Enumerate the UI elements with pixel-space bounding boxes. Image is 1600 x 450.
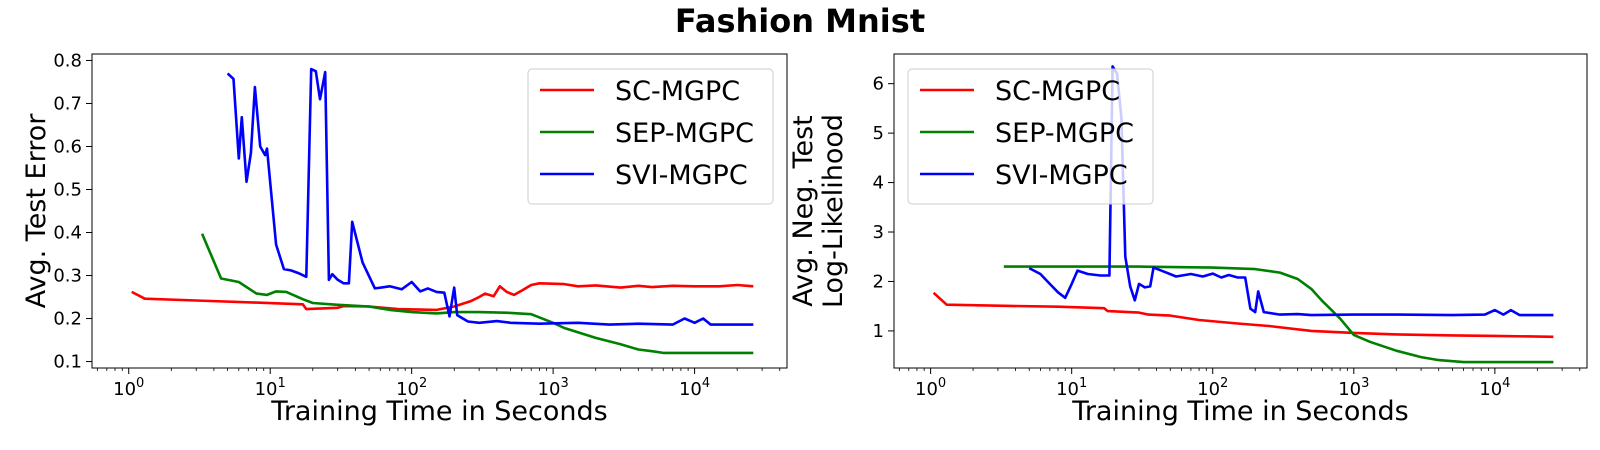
x-tick-label: 104 bbox=[1479, 376, 1510, 400]
x-tick-base: 10 bbox=[1338, 379, 1361, 400]
x-tick-exponent: 2 bbox=[419, 376, 427, 391]
legend: SC-MGPC SEP-MGPC SVI-MGPC bbox=[527, 68, 774, 205]
x-tick-exponent: 3 bbox=[1361, 376, 1369, 391]
legend: SC-MGPC SEP-MGPC SVI-MGPC bbox=[907, 68, 1154, 205]
x-tick-label: 102 bbox=[1197, 376, 1228, 400]
y-tick-label: 0.1 bbox=[53, 352, 82, 373]
series-line-sc-mgpc bbox=[131, 281, 754, 312]
x-tick-label: 101 bbox=[1056, 376, 1087, 400]
x-tick-label: 100 bbox=[113, 376, 144, 400]
x-tick-label: 103 bbox=[538, 376, 569, 400]
x-tick-base: 10 bbox=[255, 379, 278, 400]
x-tick-label: 102 bbox=[396, 376, 427, 400]
plot-frame bbox=[91, 53, 788, 369]
x-axis-label: Training Time in Seconds bbox=[270, 396, 607, 427]
y-tick-label: 0.6 bbox=[53, 136, 82, 157]
x-tick-label: 103 bbox=[1338, 376, 1369, 400]
y-tick-label: 4 bbox=[873, 173, 884, 194]
legend-label: SC-MGPC bbox=[615, 76, 740, 107]
x-tick-base: 10 bbox=[396, 379, 419, 400]
y-tick-label: 0.2 bbox=[53, 309, 82, 330]
x-tick-exponent: 1 bbox=[1079, 376, 1087, 391]
y-tick-label: 1 bbox=[873, 321, 884, 342]
series-line-sep-mgpc bbox=[200, 233, 754, 355]
x-tick-label: 100 bbox=[915, 376, 946, 400]
x-tick-base: 10 bbox=[538, 379, 561, 400]
series-line-svi-mgpc bbox=[1028, 65, 1554, 317]
series-line-svi-mgpc bbox=[226, 67, 754, 326]
legend-label: SEP-MGPC bbox=[615, 118, 754, 149]
x-tick-label: 101 bbox=[255, 376, 286, 400]
x-tick-base: 10 bbox=[113, 379, 136, 400]
legend-label: SEP-MGPC bbox=[995, 118, 1134, 149]
x-tick-label: 104 bbox=[679, 376, 710, 400]
x-tick-exponent: 1 bbox=[278, 376, 286, 391]
y-tick-label: 0.8 bbox=[53, 50, 82, 71]
y-tick-label: 5 bbox=[873, 123, 884, 144]
y-tick-label: 0.4 bbox=[53, 223, 82, 244]
legend-box bbox=[527, 68, 774, 205]
series-group bbox=[131, 67, 754, 355]
legend-label: SC-MGPC bbox=[995, 76, 1120, 107]
y-axis-label: Avg. Test Error bbox=[21, 113, 52, 309]
plot-frame bbox=[893, 53, 1588, 369]
y-tick-label: 3 bbox=[873, 222, 884, 243]
x-tick-exponent: 3 bbox=[560, 376, 568, 391]
x-tick-exponent: 0 bbox=[938, 376, 946, 391]
x-tick-base: 10 bbox=[915, 379, 938, 400]
x-tick-exponent: 0 bbox=[136, 376, 144, 391]
legend-label: SVI-MGPC bbox=[615, 160, 748, 191]
y-tick-label: 2 bbox=[873, 271, 884, 292]
y-tick-label: 0.7 bbox=[53, 93, 82, 114]
series-line-sep-mgpc bbox=[1003, 265, 1554, 364]
series-line-sc-mgpc bbox=[932, 291, 1554, 339]
x-tick-exponent: 2 bbox=[1220, 376, 1228, 391]
legend-box bbox=[907, 68, 1154, 205]
x-tick-base: 10 bbox=[679, 379, 702, 400]
x-tick-base: 10 bbox=[1056, 379, 1079, 400]
x-tick-exponent: 4 bbox=[1502, 376, 1510, 391]
x-tick-base: 10 bbox=[1197, 379, 1220, 400]
figure-title: Fashion Mnist bbox=[674, 2, 926, 40]
y-axis-label: Avg. Neg. TestLog-Likelihood bbox=[788, 114, 849, 308]
y-tick-label: 0.5 bbox=[53, 179, 82, 200]
x-tick-base: 10 bbox=[1479, 379, 1502, 400]
x-axis-label: Training Time in Seconds bbox=[1071, 396, 1408, 427]
y-tick-label: 0.3 bbox=[53, 266, 82, 287]
chart-panel-1: 100 101 102 103 1040.10.20.30.40.50.60.70.8T… bbox=[21, 50, 788, 427]
y-axis-label-line: Avg. Test Error bbox=[21, 113, 52, 309]
y-axis-label-line: Log-Likelihood bbox=[818, 114, 849, 308]
legend-label: SVI-MGPC bbox=[995, 160, 1128, 191]
x-tick-exponent: 4 bbox=[702, 376, 710, 391]
y-tick-label: 6 bbox=[873, 74, 884, 95]
y-axis-label-line: Avg. Neg. Test bbox=[788, 115, 819, 306]
series-group bbox=[932, 65, 1554, 364]
